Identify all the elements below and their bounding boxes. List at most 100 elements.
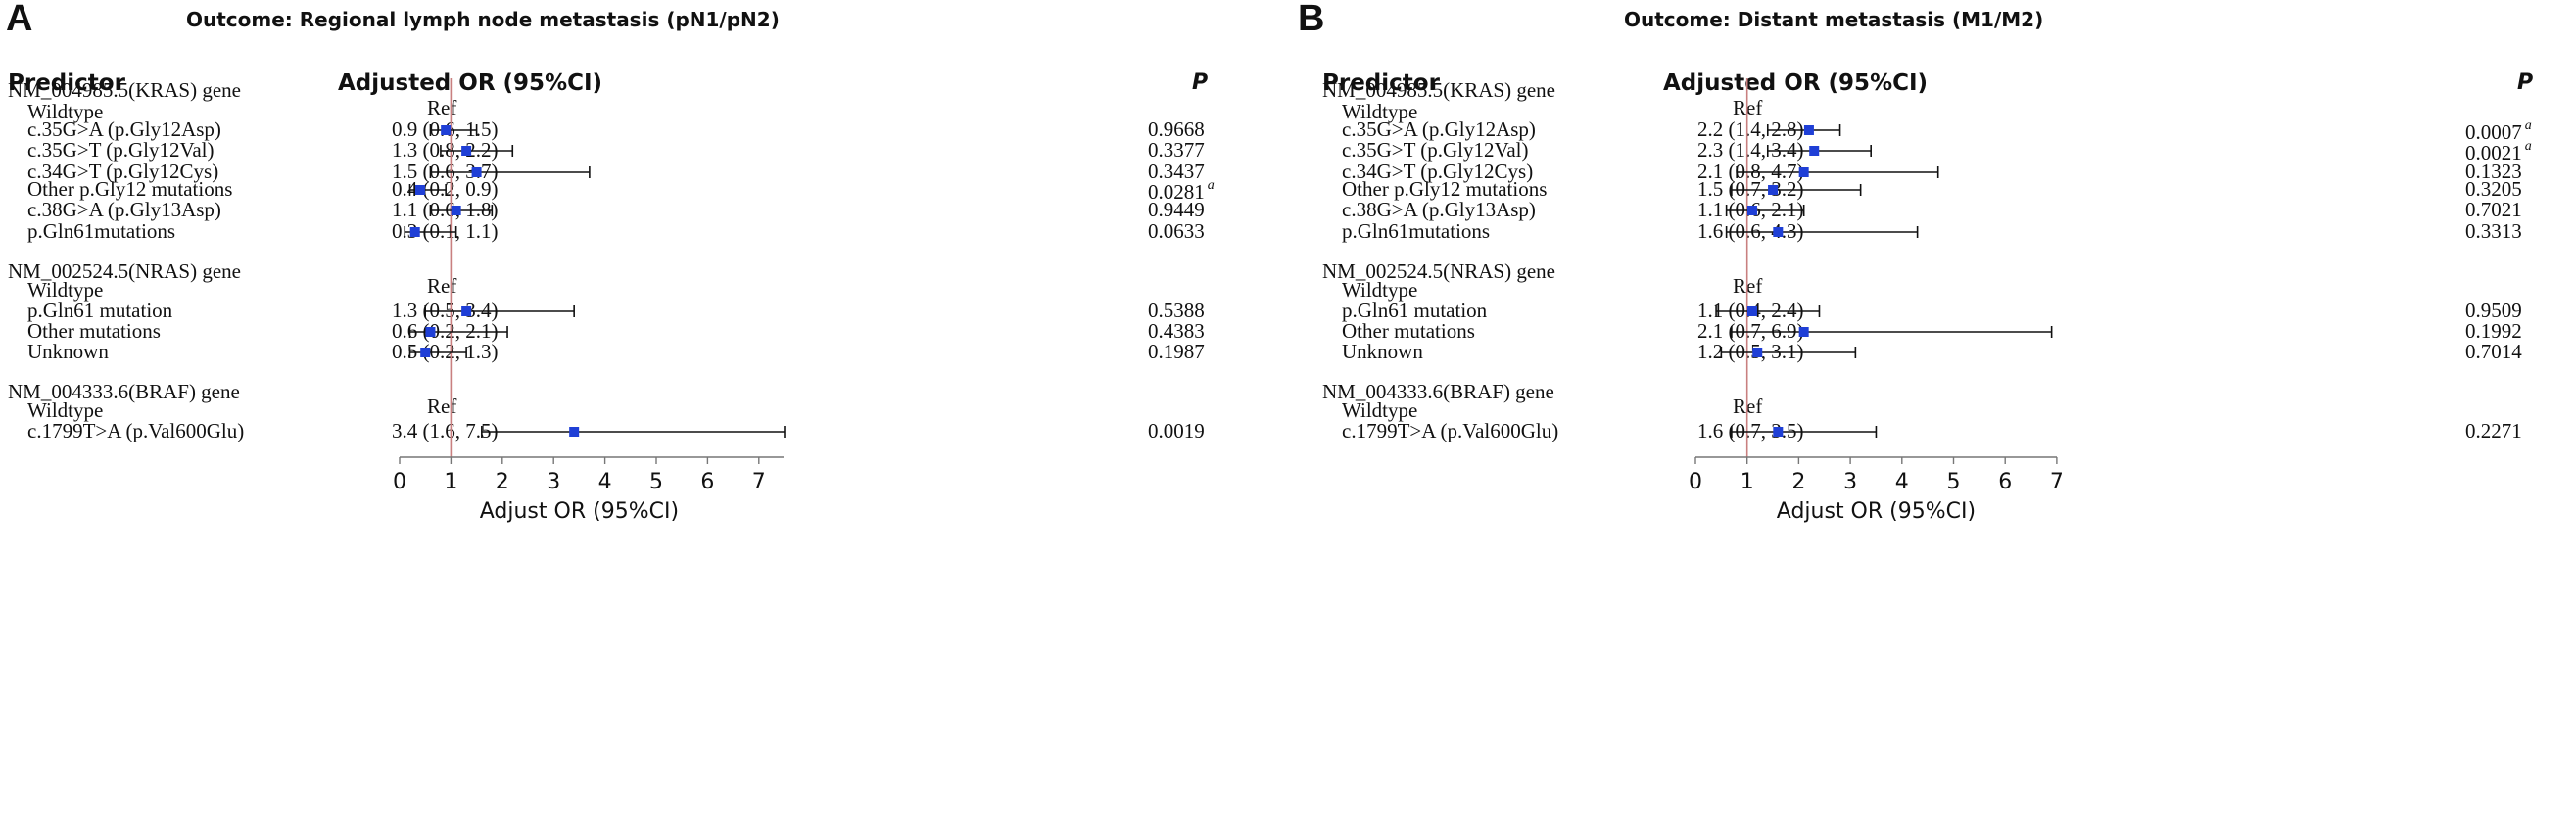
- or-value: 1.3 (0.8, 2.2): [392, 138, 499, 162]
- group-label: NM_004985.5(KRAS) gene: [1322, 78, 1555, 102]
- significance-mark: a: [1207, 178, 1215, 193]
- x-tick-label: 3: [547, 470, 560, 494]
- or-value: 0.5 (0.2, 1.3): [392, 340, 499, 363]
- panel-title: Outcome: Distant metastasis (M1/M2): [1624, 8, 2044, 31]
- point-estimate: [451, 206, 461, 215]
- p-value: 0.3437: [1148, 160, 1205, 183]
- p-value: 0.1992: [2465, 319, 2522, 343]
- p-value: 0.0281 a: [1148, 178, 1215, 204]
- p-value: 0.5388: [1148, 299, 1205, 322]
- point-estimate: [471, 167, 482, 177]
- significance-mark: a: [2524, 118, 2532, 133]
- p-value: 0.0021 a: [2465, 139, 2532, 164]
- row-label: c.35G>T (p.Gly12Val): [1342, 138, 1529, 162]
- point-estimate: [1746, 306, 1757, 316]
- x-axis-title: Adjust OR (95%CI): [480, 499, 679, 524]
- point-estimate: [461, 146, 472, 156]
- point-estimate: [1798, 327, 1809, 337]
- p-value: 0.0019: [1148, 419, 1205, 442]
- or-value: Ref: [427, 274, 457, 298]
- row-label: c.34G>T (p.Gly12Cys): [1342, 160, 1534, 183]
- x-tick-label: 7: [752, 470, 766, 494]
- or-value: 1.1 (0.6, 1.8): [392, 198, 499, 221]
- p-value: 0.1987: [1148, 340, 1205, 363]
- row-label: c.1799T>A (p.Val600Glu): [27, 419, 245, 442]
- or-value: 0.6 (0.2, 2.1): [392, 319, 499, 343]
- row-label: c.35G>A (p.Gly12Asp): [27, 117, 221, 141]
- row-label: Unknown: [1342, 340, 1423, 363]
- x-tick-label: 3: [1843, 470, 1857, 494]
- row-label: c.38G>A (p.Gly13Asp): [1342, 198, 1536, 221]
- p-value: 0.7014: [2465, 340, 2522, 363]
- or-value: 1.3 (0.5, 3.4): [392, 299, 499, 322]
- point-estimate: [425, 327, 436, 337]
- row-label: p.Gln61mutations: [27, 219, 176, 243]
- panel-b: B Outcome: Distant metastasis (M1/M2) Pr…: [1288, 0, 2576, 837]
- point-estimate: [1773, 227, 1784, 237]
- x-tick-label: 0: [393, 470, 406, 494]
- p-value: 0.9668: [1148, 117, 1205, 141]
- row-label: p.Gln61mutations: [1342, 219, 1491, 243]
- p-value: 0.9509: [2465, 299, 2522, 322]
- row-label: p.Gln61 mutation: [1342, 299, 1488, 322]
- row-label: p.Gln61 mutation: [27, 299, 173, 322]
- or-value: 2.3 (1.4, 3.4): [1697, 138, 1804, 162]
- point-estimate: [1798, 167, 1809, 177]
- x-tick-label: 6: [700, 470, 714, 494]
- group-label: NM_004985.5(KRAS) gene: [8, 78, 241, 102]
- row-label: Other p.Gly12 mutations: [27, 177, 233, 201]
- p-header: P: [1192, 70, 1209, 95]
- x-tick-label: 2: [496, 470, 509, 494]
- or-value: 1.5 (0.6, 3.7): [392, 160, 499, 183]
- panel-title: Outcome: Regional lymph node metastasis …: [186, 8, 780, 31]
- row-label: c.35G>T (p.Gly12Val): [27, 138, 215, 162]
- row-label: Wildtype: [1342, 100, 1418, 123]
- p-header: P: [2517, 70, 2534, 95]
- point-estimate: [1752, 348, 1763, 357]
- p-value: 0.3205: [2465, 177, 2522, 201]
- x-axis-title: Adjust OR (95%CI): [1777, 499, 1976, 524]
- point-estimate: [441, 125, 452, 135]
- or-value: 2.1 (0.8, 4.7): [1697, 160, 1804, 183]
- or-value: 2.1 (0.7, 6.9): [1697, 319, 1804, 343]
- x-tick-label: 6: [1998, 470, 2012, 494]
- group-label: NM_004333.6(BRAF) gene: [8, 380, 240, 403]
- panel-a: A Outcome: Regional lymph node metastasi…: [6, 0, 1215, 524]
- x-tick-label: 1: [1741, 470, 1754, 494]
- row-label: Other mutations: [1342, 319, 1475, 343]
- row-label: Other p.Gly12 mutations: [1342, 177, 1548, 201]
- row-label: Wildtype: [1342, 278, 1418, 302]
- forest-plot: 0 1 2 3 4 5 6 7 Adjust OR (95%CI): [393, 78, 786, 524]
- x-tick-label: 4: [1895, 470, 1909, 494]
- point-estimate: [420, 348, 431, 357]
- group-label: NM_004333.6(BRAF) gene: [1322, 380, 1554, 403]
- significance-mark: a: [2524, 139, 2532, 154]
- predictor-header: Predictor: [8, 70, 125, 96]
- p-value: 0.9449: [1148, 198, 1205, 221]
- x-tick-label: 4: [598, 470, 612, 494]
- row-label: Unknown: [27, 340, 109, 363]
- point-estimate: [409, 227, 420, 237]
- row-label: Wildtype: [27, 100, 104, 123]
- x-tick-label: 5: [649, 470, 663, 494]
- row-label: Wildtype: [27, 398, 104, 422]
- p-value: 0.0633: [1148, 219, 1205, 243]
- x-tick-label: 7: [2050, 470, 2064, 494]
- forest-plot: 0 1 2 3 4 5 6 7 Adjust OR (95%CI): [1689, 78, 2064, 524]
- x-tick-label: 1: [444, 470, 457, 494]
- p-value: 0.4383: [1148, 319, 1205, 343]
- panel-letter: A: [6, 0, 33, 39]
- row-label: Wildtype: [1342, 398, 1418, 422]
- row-label: c.1799T>A (p.Val600Glu): [1342, 419, 1559, 442]
- or-value: 1.2 (0.5, 3.1): [1697, 340, 1804, 363]
- group-label: NM_002524.5(NRAS) gene: [1322, 259, 1555, 283]
- x-tick-label: 2: [1791, 470, 1805, 494]
- row-label: c.38G>A (p.Gly13Asp): [27, 198, 221, 221]
- p-value: 0.3313: [2465, 219, 2522, 243]
- point-estimate: [1768, 185, 1779, 195]
- p-value: 0.2271: [2465, 419, 2522, 442]
- point-estimate: [461, 306, 472, 316]
- row-label: c.34G>T (p.Gly12Cys): [27, 160, 219, 183]
- or-header: Adjusted OR (95%CI): [338, 70, 603, 96]
- point-estimate: [1773, 427, 1784, 437]
